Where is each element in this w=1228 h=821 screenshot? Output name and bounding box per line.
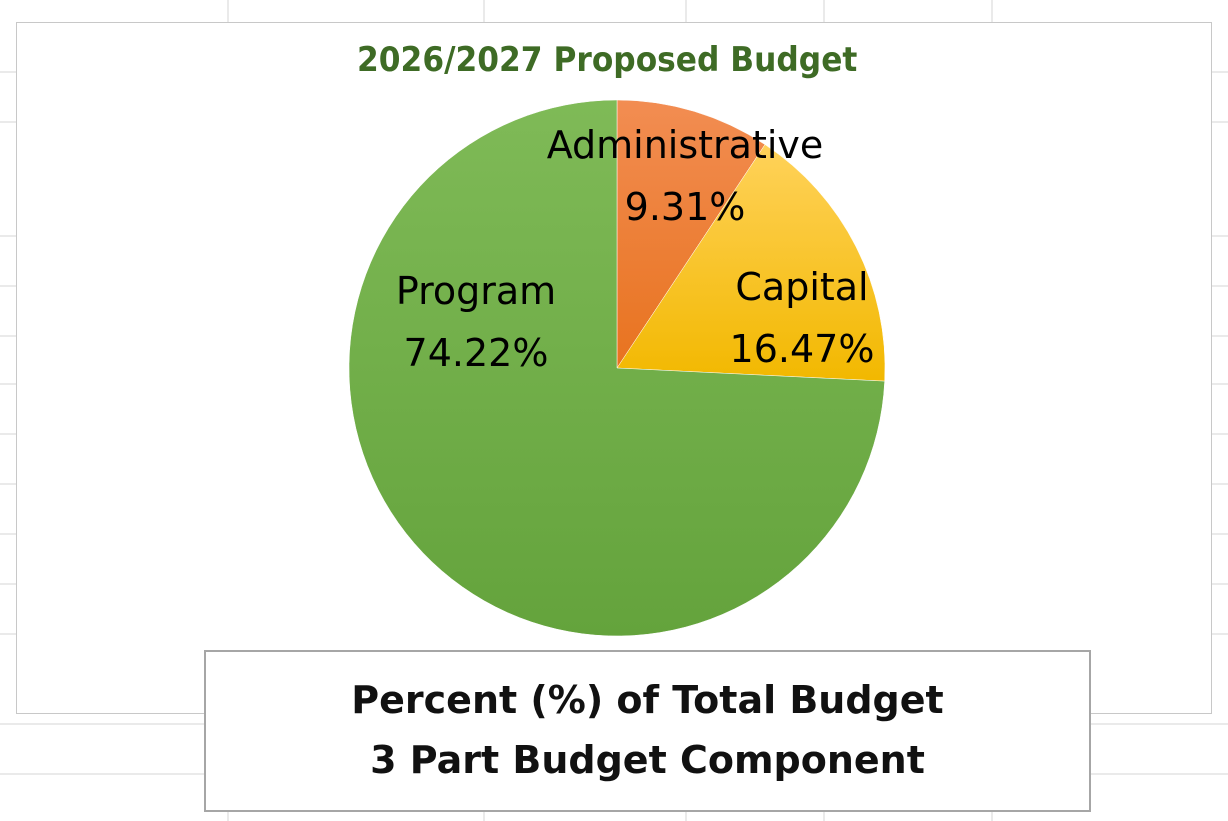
slice-value-label-capital: 16.47% <box>730 327 875 371</box>
chart-title: 2026/2027 Proposed Budget <box>357 40 858 80</box>
slice-category-label-administrative: Administrative <box>547 123 824 167</box>
pie-slice-administrative[interactable] <box>616 99 766 369</box>
slice-category-label-capital: Capital <box>735 265 868 309</box>
slice-value-label-administrative: 9.31% <box>625 185 746 229</box>
footer-line-1: Percent (%) of Total Budget <box>351 678 944 722</box>
pie-slice-capital[interactable] <box>616 144 886 382</box>
footer-line-2: 3 Part Budget Component <box>370 738 925 782</box>
slice-category-label-program: Program <box>396 269 556 313</box>
pie-slice-program[interactable] <box>348 99 885 637</box>
slice-value-label-program: 74.22% <box>404 331 549 375</box>
footer-caption-box[interactable]: Percent (%) of Total Budget 3 Part Budge… <box>204 650 1091 812</box>
